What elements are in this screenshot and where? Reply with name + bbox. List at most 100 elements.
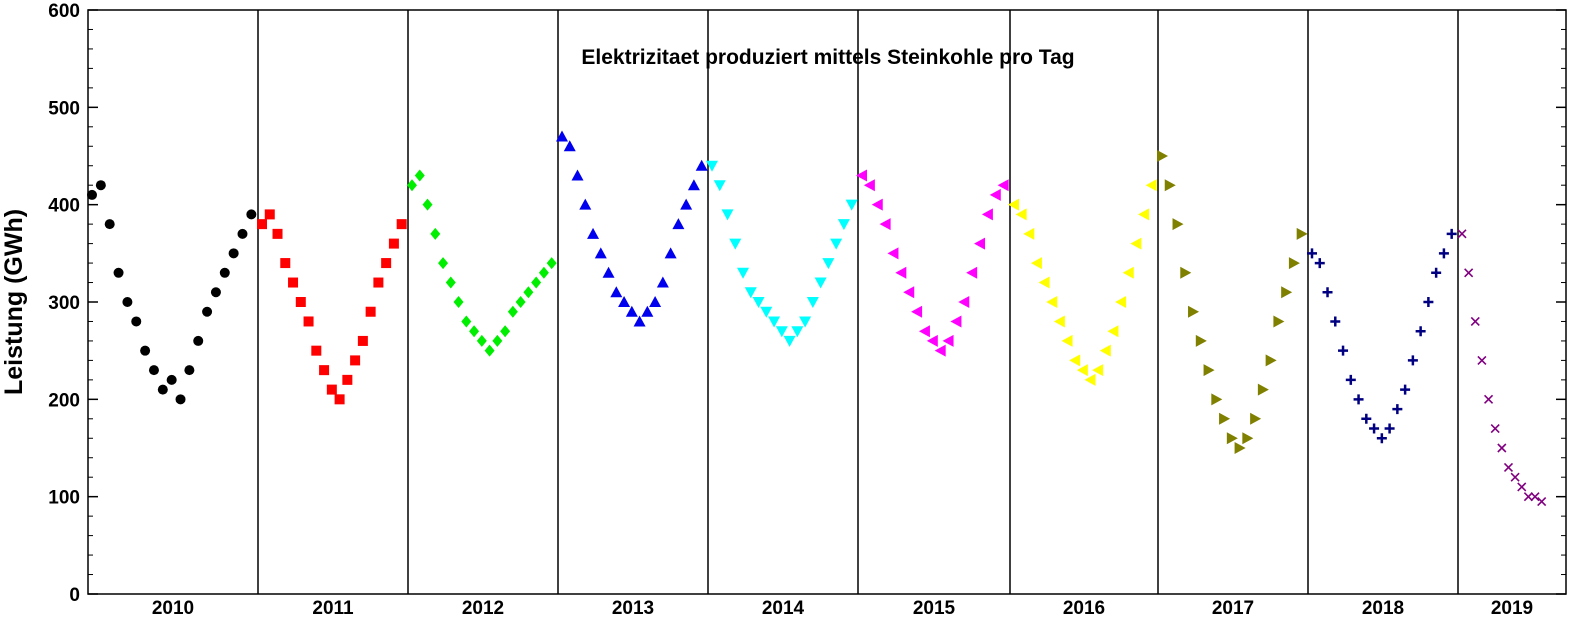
data-point [326,384,337,395]
data-point [997,179,1009,192]
data-point [974,237,986,250]
data-point [830,238,843,250]
data-point [649,296,662,307]
data-point [1273,315,1285,328]
data-point [407,179,417,192]
x-tick-label: 2017 [1212,598,1254,619]
data-point [1038,276,1050,289]
data-point [887,247,899,260]
data-point [1281,286,1293,299]
data-point [1122,266,1134,279]
data-point [695,159,708,171]
data-point [1115,296,1127,308]
data-point [1023,227,1035,240]
data-point [1384,423,1395,434]
data-point [895,266,907,279]
y-tick-label: 200 [48,390,80,411]
data-point [303,316,314,327]
data-point [1296,227,1308,240]
data-point [148,365,159,376]
data-point [104,219,115,230]
data-point [184,365,195,376]
data-point [445,276,456,289]
data-point [1510,472,1520,482]
data-point [1464,268,1474,278]
data-point [202,306,213,317]
data-point [1226,432,1238,445]
y-tick-label: 100 [48,488,80,509]
data-point [966,266,978,279]
y-tick-label: 400 [48,196,80,217]
data-point [1138,208,1150,221]
x-tick-label: 2011 [312,598,354,619]
data-point [687,179,700,191]
data-point [1537,496,1547,507]
plot-area [87,9,1567,595]
data-point [822,258,835,270]
year-separators [257,10,1459,594]
data-point [1523,492,1533,502]
data-point [1503,462,1514,473]
data-point [357,335,368,346]
data-point [934,344,946,357]
data-point [264,209,275,220]
data-point [438,257,449,270]
y-tick-label: 600 [48,1,80,22]
data-point [113,267,124,278]
data-point [334,394,345,405]
data-point [1345,374,1356,385]
data-point [500,325,511,338]
data-point [571,169,584,181]
data-point [1099,344,1111,357]
data-point [365,306,376,317]
data-point [1188,305,1200,318]
data-point [918,325,930,338]
data-point [1353,394,1364,405]
data-point [981,208,993,221]
data-point [1084,373,1096,386]
data-point [1415,326,1426,337]
data-point [837,219,850,231]
y-axis: 0 100 200 300 400 500 600 [48,1,1566,606]
x-tick-label: 2012 [462,598,504,619]
series-2017 [1157,150,1308,454]
x-axis-year-labels: 2010 2011 2012 2013 2014 2015 2016 2017 2018 2019 [152,598,1533,619]
data-point [1030,257,1042,270]
data-point [1265,354,1277,367]
data-point [1242,432,1254,445]
data-point [538,266,549,279]
x-tick-label: 2018 [1362,598,1404,619]
data-point [228,248,239,259]
data-point [1180,266,1192,279]
data-point [272,228,283,239]
data-point [1130,237,1142,250]
data-point [863,179,875,192]
data-point [140,345,151,356]
data-point [257,219,267,230]
data-point [1322,287,1333,298]
data-point [1008,198,1019,211]
data-point [641,305,654,317]
data-point [422,198,433,211]
data-point [1517,482,1527,492]
data-point [664,247,677,259]
data-point [926,334,938,347]
data-point [193,335,204,346]
x-tick-label: 2010 [152,598,194,619]
data-point [791,326,804,338]
data-point [350,355,361,366]
data-point [594,247,607,259]
series-2012 [407,169,557,357]
data-point [1061,334,1073,347]
data-point [87,189,97,200]
data-point [1431,267,1442,278]
data-point [1157,150,1168,162]
data-point [95,180,106,191]
data-point [469,325,480,338]
data-point [1015,208,1027,221]
data-point [1069,354,1081,367]
data-point [280,258,291,269]
data-point [656,276,669,288]
data-point [1257,383,1269,396]
data-point [1438,248,1449,259]
